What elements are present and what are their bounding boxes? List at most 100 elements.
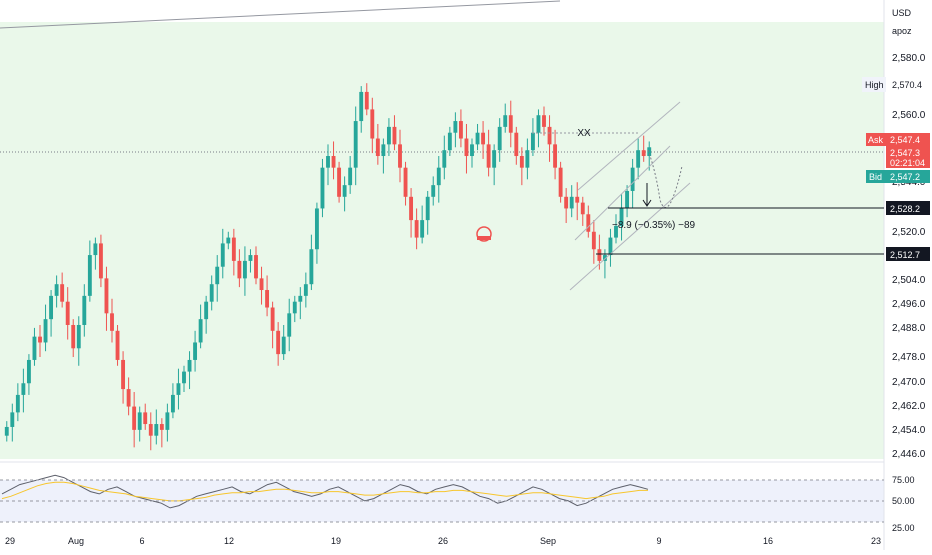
candle-body [614,225,618,238]
time-tick-label: 19 [331,536,341,546]
candle-body [204,301,209,320]
level-1-value: 2,528.2 [890,204,920,214]
candle-body [580,202,585,215]
candle [608,228,613,267]
candle-body [453,121,458,133]
candle-body [386,126,391,145]
high-badge: High 2,570.4 [862,77,922,92]
currency-label[interactable]: USD [892,8,912,18]
rsi-axis[interactable]: 75.00 50.00 25.00 [892,475,915,533]
rsi-band [0,480,884,522]
candle [359,86,364,133]
candles [4,83,652,451]
candle-body [215,266,220,285]
candle-body [209,284,214,302]
candle [137,406,142,442]
candle-body [76,324,81,349]
candle-body [165,412,170,430]
level-2-badge: 2,512.7 [886,247,930,261]
account-label[interactable]: apoz [892,26,912,36]
channel-mid[interactable] [574,145,671,241]
candle-body [353,121,358,168]
candle-body [470,144,474,157]
candle-body [10,412,15,427]
candle-body [464,138,469,157]
price-tick-label: 2,470.0 [892,377,926,388]
candle-body [154,424,159,436]
candle-body [115,330,120,360]
candle-body [220,243,225,267]
parallel-channel[interactable] [569,101,691,291]
candle [647,141,652,171]
candle [254,246,258,285]
candle [71,319,76,358]
candle [342,176,347,212]
channel-lower[interactable] [569,182,691,291]
candle-body [475,132,480,145]
candle-body [26,359,31,384]
candle [326,144,330,186]
candle [414,208,419,250]
rsi-line [1,474,649,509]
candle-body [43,319,48,343]
candle-body [608,237,613,256]
rsi-tick-label: 50.00 [892,496,915,506]
candle [503,103,508,133]
high-badge-value: 2,570.4 [892,80,922,90]
candle-body [381,144,386,157]
time-tick-label: 23 [871,536,881,546]
candle [580,196,585,226]
candle [569,185,574,218]
time-tick-label: 29 [5,536,15,546]
candle-body [647,147,652,157]
candle-body [137,412,142,430]
candle [65,287,70,340]
candle [530,118,535,157]
candle [337,161,342,203]
candle [170,383,175,419]
candle-body [536,115,541,133]
candle [442,135,447,180]
level-1-badge: 2,528.2 [886,201,930,215]
candle [248,249,253,273]
trend-line[interactable] [0,0,561,29]
candle [547,115,552,162]
candle-body [242,260,247,279]
candle-body [148,424,153,436]
candle [82,284,87,337]
candle-body [519,156,524,168]
candle [370,97,375,154]
candle [542,106,546,136]
candle-body [126,389,131,407]
candle [98,234,103,288]
candle [193,330,198,372]
candle-body [170,394,175,413]
candle [514,126,519,165]
candle-body [370,109,375,139]
candle-body [508,115,513,133]
price-zone [0,22,884,459]
candle [87,240,92,302]
candle-body [586,214,591,232]
candle [292,295,297,323]
candle-body [187,359,192,372]
candle-body [641,150,646,157]
candle-body [176,383,181,395]
candle-body [314,208,319,250]
candle [497,118,502,162]
time-axis[interactable]: 29 Aug 6 12 19 26 Sep 9 16 23 [5,536,881,546]
candle [458,109,463,148]
candle [641,135,646,162]
candle [464,123,469,174]
candle-body [231,237,236,261]
time-tick-label: 6 [139,536,144,546]
candle [4,421,9,442]
candle-body [436,167,441,186]
candle [76,316,81,366]
candle [508,100,513,148]
countdown-value: 02:21:04 [890,158,925,168]
channel-upper[interactable] [577,101,681,191]
candle [558,161,563,203]
candle [431,176,436,206]
